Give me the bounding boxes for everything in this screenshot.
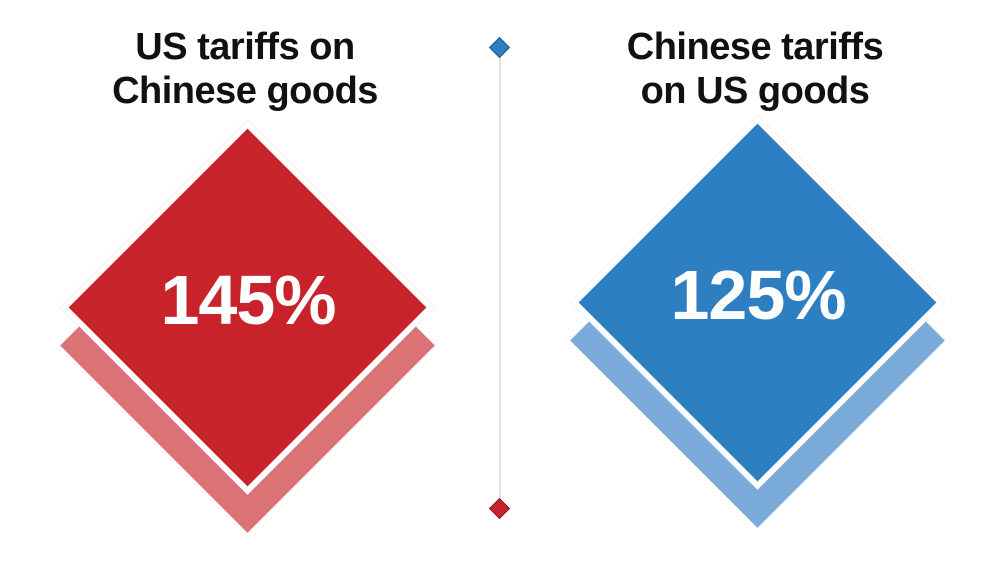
left-panel-title: US tariffs on Chinese goods (112, 26, 378, 112)
blue-diamond-marker-icon (488, 36, 511, 59)
center-divider-line (499, 47, 501, 509)
right-value-label: 125% (670, 256, 846, 334)
red-diamond-marker-icon (488, 497, 511, 520)
right-panel-title: Chinese tariffs on US goods (626, 26, 884, 112)
left-value-label: 145% (160, 261, 336, 339)
